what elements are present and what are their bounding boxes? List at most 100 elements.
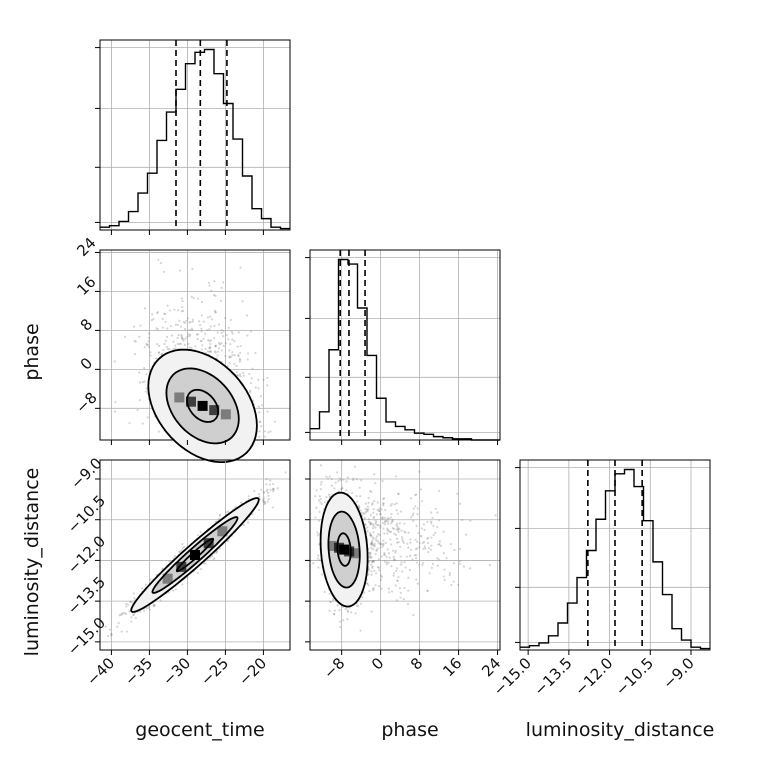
scatter-point [414,556,418,560]
scatter-point [132,613,135,616]
scatter-point [395,502,398,505]
scatter-point [250,377,253,380]
scatter-point [328,609,331,612]
scatter-point [147,340,150,343]
scatter-point [458,502,462,505]
scatter-point [386,529,389,532]
scatter-point [411,558,414,561]
histogram-phase-panel [305,249,501,445]
scatter-point [394,551,397,554]
scatter-point [359,602,363,605]
scatter-point [415,493,418,496]
scatter-point [325,495,328,499]
scatter-point [488,564,491,567]
scatter-point [231,332,234,335]
scatter-point [389,522,393,525]
scatter-point [452,562,456,565]
scatter-point [318,510,321,513]
scatter-point [181,583,184,586]
scatter-point [190,327,193,330]
scatter-point [397,530,400,533]
scatter-point [370,570,373,573]
scatter-point [379,543,382,546]
scatter-point [461,518,464,522]
scatter-point [443,568,446,571]
scatter-point [383,523,386,526]
scatter-point [418,563,421,566]
scatter-point [431,562,435,566]
scatter-point [370,573,373,576]
scatter-point [187,333,190,336]
scatter-point [416,507,419,510]
scatter-point [213,350,217,353]
scatter-point [327,477,330,480]
scatter-point [426,520,429,524]
scatter-point [110,633,113,636]
scatter-point [163,312,166,315]
scatter-point [214,344,217,347]
scatter-point [395,569,398,573]
scatter-point [319,497,322,501]
scatter-point [382,553,386,557]
scatter-point [319,488,323,491]
scatter-point [415,578,418,581]
scatter-point [312,562,315,565]
scatter-point [265,483,268,486]
scatter-point [386,522,390,525]
scatter-point [128,422,131,425]
scatter-point [409,538,412,541]
scatter-point [233,362,236,366]
scatter-point [196,333,199,336]
scatter-point [266,500,269,503]
scatter-point [214,351,217,354]
scatter-point [180,310,183,313]
scatter-point [366,529,369,532]
scatter-point [238,360,241,363]
scatter-point [204,347,207,350]
scatter-point [401,570,404,573]
scatter-point [377,585,381,588]
scatter-point [372,531,375,534]
scatter-point [182,309,185,312]
scatter-point [345,489,348,492]
contour-line-inner [186,388,220,423]
scatter-point [144,390,148,393]
scatter-point [395,599,398,602]
scatter-point [383,560,386,563]
scatter-point [149,578,152,581]
scatter-point [200,314,203,317]
scatter-point [124,612,128,616]
x-axis-label-geocent-time: geocent_time [135,719,264,741]
scatter-point [153,604,156,607]
scatter-point [145,607,148,610]
scatter-point [372,511,375,514]
scatter-point [403,586,406,590]
scatter-point [379,546,382,549]
scatter-point [235,371,238,374]
scatter-point [328,592,331,596]
scatter-point [180,335,183,338]
scatter-point [184,321,187,325]
scatter-point [185,319,188,322]
scatter-point [392,574,395,577]
scatter-point [166,304,169,307]
scatter-point [220,331,223,335]
scatter-point [195,333,199,336]
scatter-point [407,531,410,534]
scatter-point [139,610,142,613]
scatter-point [192,297,195,300]
scatter-point [123,612,126,615]
scatter-point [218,343,222,346]
scatter-point [118,614,121,617]
scatter-point [161,326,164,329]
scatter-point [456,492,459,495]
scatter-point [432,524,435,528]
scatter-point [181,547,185,550]
scatter-point [383,516,387,520]
scatter-point [182,339,185,342]
scatter-point [129,600,132,603]
scatter-point [181,300,184,303]
scatter-point [176,309,180,312]
scatter-point [144,583,147,586]
